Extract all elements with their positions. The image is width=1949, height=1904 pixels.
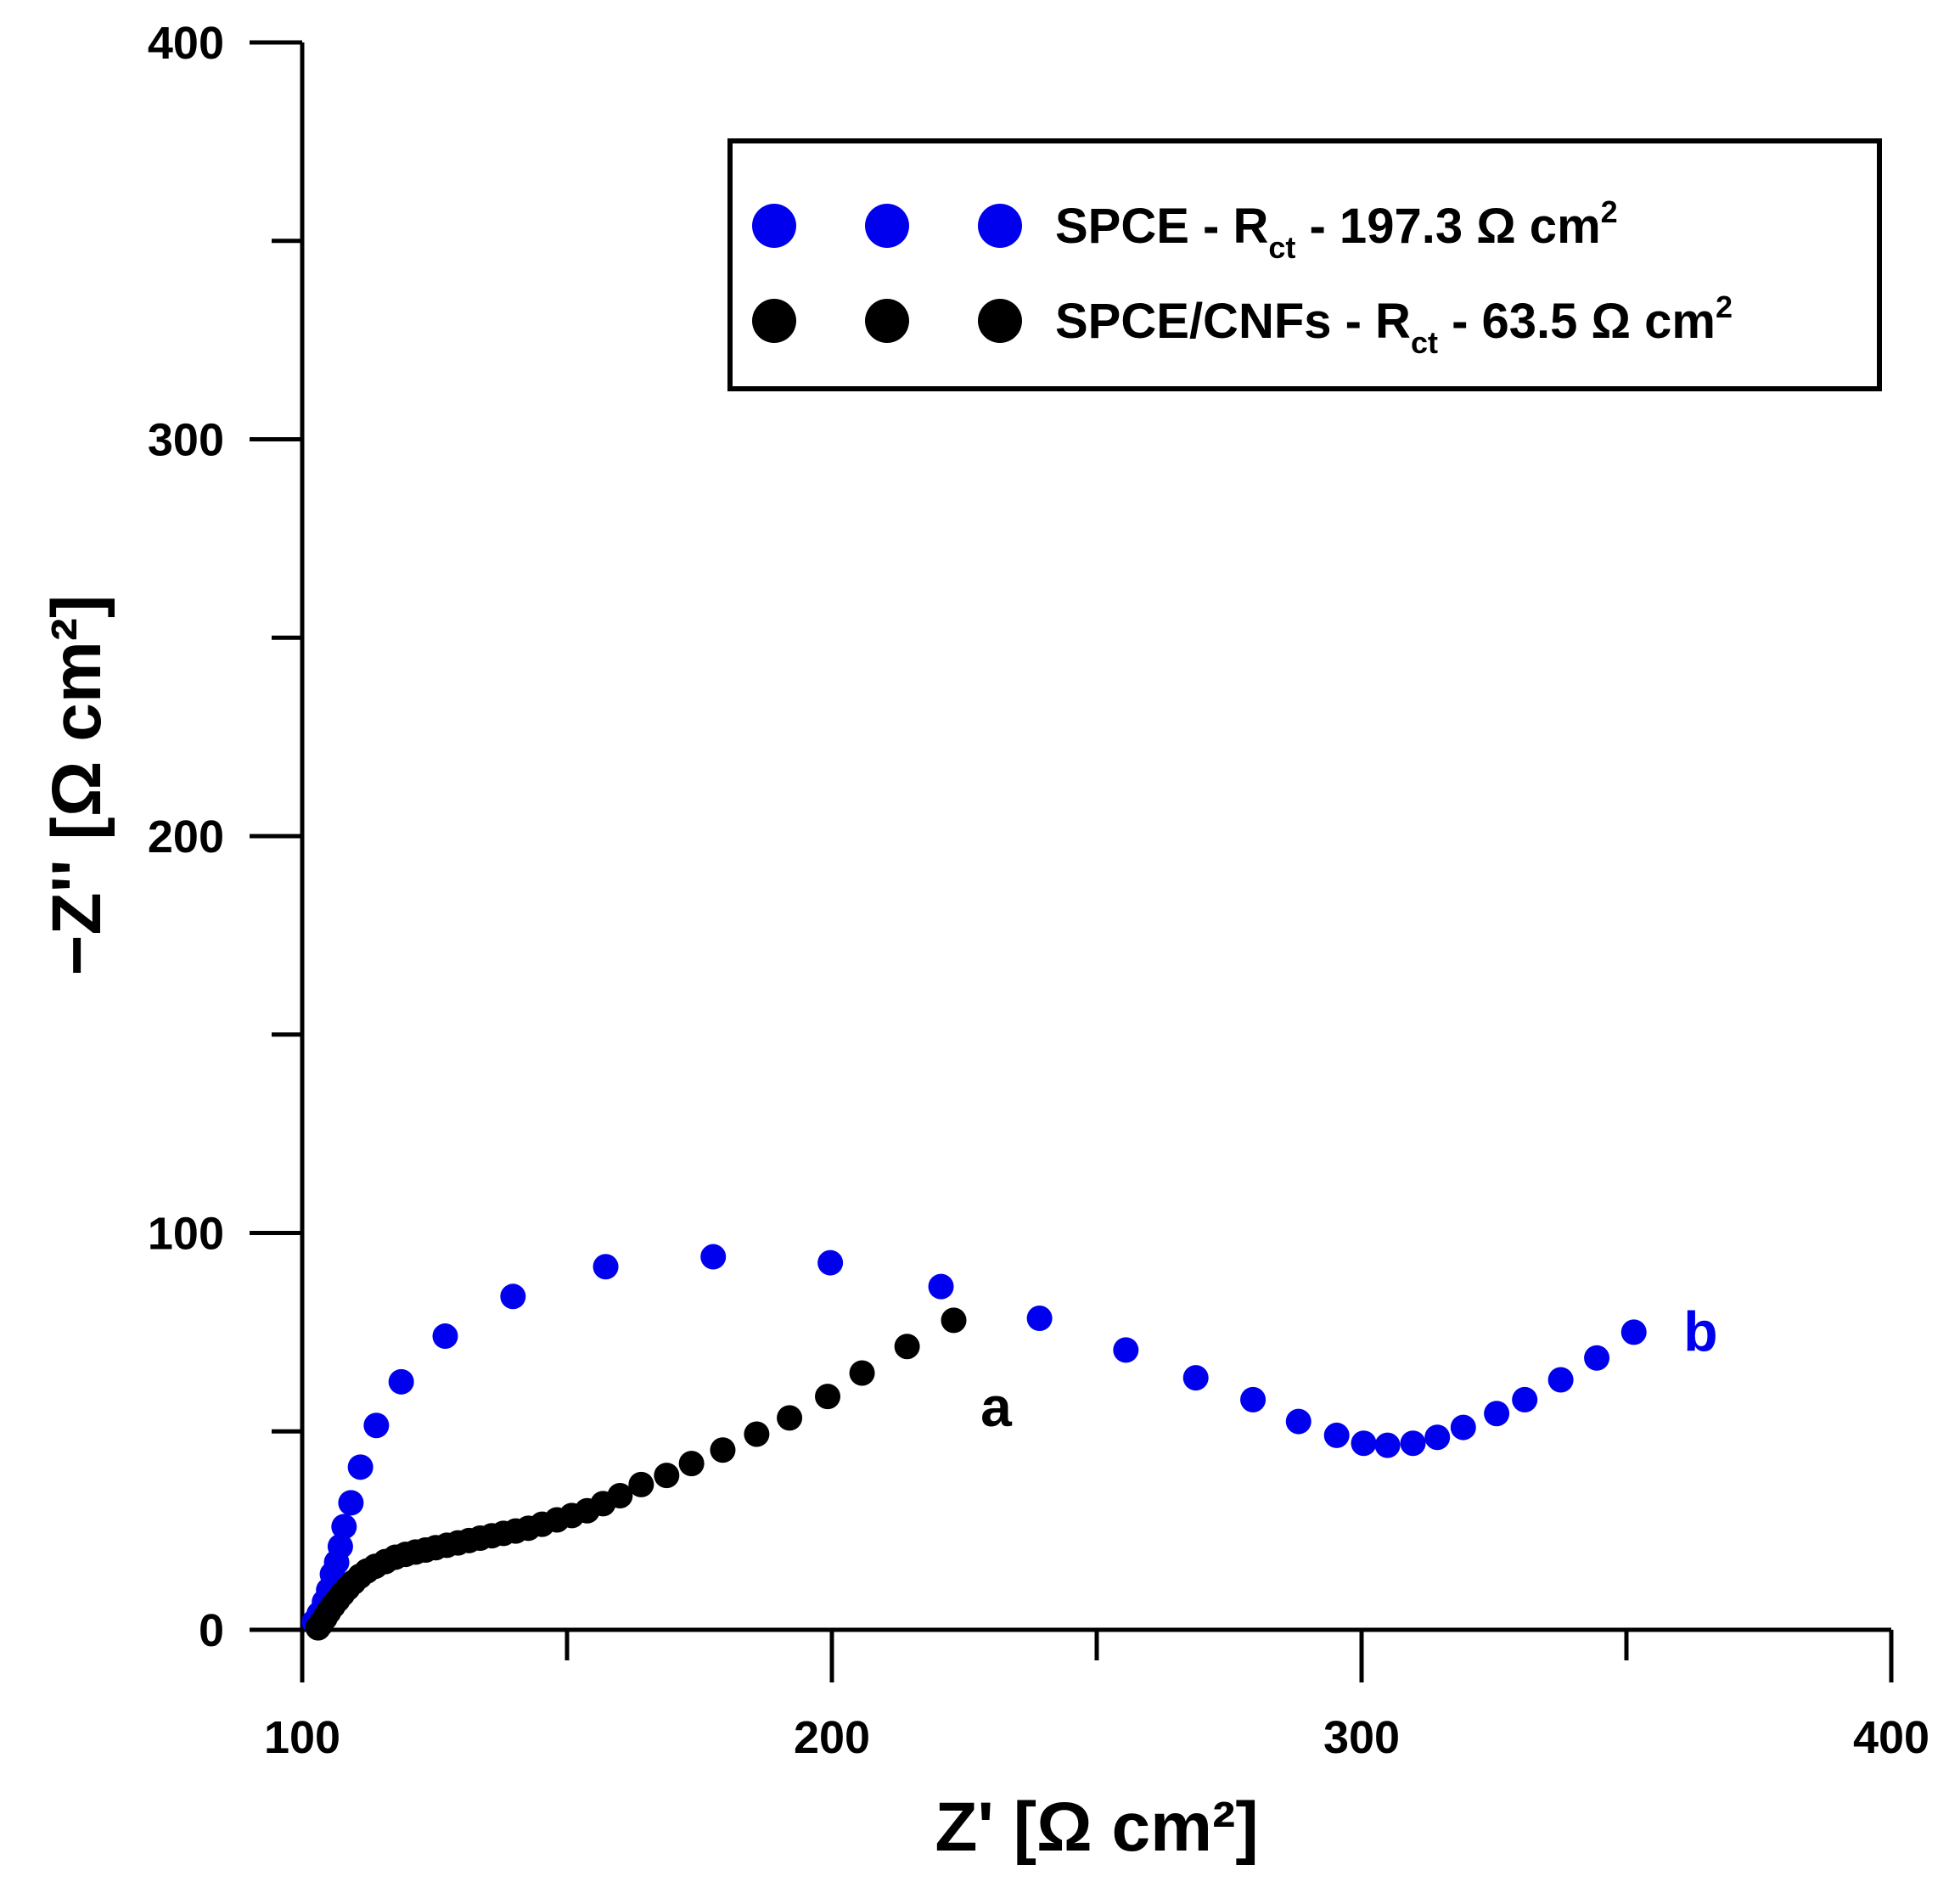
data-point xyxy=(1484,1401,1510,1427)
data-point xyxy=(607,1482,633,1508)
legend-entry: SPCE - Rct - 197.3 Ω cm2 xyxy=(752,194,1618,265)
legend: SPCE - Rct - 197.3 Ω cm2 SPCE/CNFs - Rct … xyxy=(727,138,1882,391)
x-tick-label: 100 xyxy=(264,1712,340,1763)
data-point xyxy=(1620,1319,1647,1345)
legend-marker xyxy=(978,204,1022,248)
data-point xyxy=(1450,1414,1476,1441)
data-point xyxy=(744,1421,770,1447)
legend-entry: SPCE/CNFs - Rct - 63.5 Ω cm2 xyxy=(752,289,1733,360)
curve-label-b: b xyxy=(1683,1300,1717,1362)
legend-marker xyxy=(978,299,1022,343)
data-point xyxy=(1400,1430,1426,1457)
data-point xyxy=(1182,1365,1209,1391)
data-point xyxy=(849,1360,875,1386)
data-marks xyxy=(301,1244,1647,1641)
data-point xyxy=(1424,1424,1451,1451)
data-point xyxy=(928,1273,954,1300)
data-point xyxy=(1323,1422,1350,1448)
data-point xyxy=(347,1454,374,1480)
data-point xyxy=(363,1413,390,1439)
data-point xyxy=(1285,1408,1312,1435)
data-point xyxy=(500,1283,526,1310)
data-point xyxy=(710,1437,736,1463)
x-tick-label: 300 xyxy=(1323,1712,1400,1763)
x-tick-label: 200 xyxy=(794,1712,870,1763)
data-point xyxy=(338,1490,364,1516)
data-point xyxy=(327,1533,353,1559)
y-tick-label: 300 xyxy=(148,415,224,466)
legend-marker xyxy=(752,204,796,248)
data-point xyxy=(894,1334,920,1360)
data-point xyxy=(1547,1367,1574,1393)
data-point xyxy=(593,1254,619,1280)
legend-marker xyxy=(752,299,796,343)
legend-box xyxy=(727,138,1882,391)
data-point xyxy=(1512,1386,1538,1413)
data-point xyxy=(941,1307,967,1334)
data-point xyxy=(432,1323,458,1350)
y-tick-label: 400 xyxy=(148,18,224,69)
y-tick-label: 100 xyxy=(148,1209,224,1260)
legend-label: SPCE - Rct - 197.3 Ω cm2 xyxy=(1055,194,1618,265)
data-point xyxy=(628,1471,654,1497)
data-point xyxy=(777,1405,803,1431)
data-point xyxy=(1240,1386,1267,1413)
data-point xyxy=(678,1451,705,1477)
x-tick-label: 400 xyxy=(1853,1712,1929,1763)
data-point xyxy=(815,1384,841,1410)
data-point xyxy=(1351,1430,1377,1457)
legend-label: SPCE/CNFs - Rct - 63.5 Ω cm2 xyxy=(1055,289,1733,360)
y-axis-title: −Z'' [Ω cm²] xyxy=(38,595,115,976)
series-spce-cnfs xyxy=(305,1307,967,1641)
data-point xyxy=(388,1368,414,1395)
axis-labels: Z' [Ω cm²] −Z'' [Ω cm²] a b xyxy=(38,595,1718,1866)
data-point xyxy=(654,1463,680,1489)
series-spce xyxy=(301,1244,1647,1635)
legend-marker xyxy=(865,299,909,343)
data-point xyxy=(1374,1432,1401,1458)
data-point xyxy=(331,1514,357,1540)
data-point xyxy=(1584,1345,1610,1371)
data-point xyxy=(1113,1337,1139,1363)
axes: 0 100 200 300 400 100 200 300 400 xyxy=(148,18,1929,1763)
y-tick-label: 0 xyxy=(199,1605,224,1656)
curve-label-a: a xyxy=(980,1375,1013,1438)
y-tick-label: 200 xyxy=(148,812,224,862)
x-axis-title: Z' [Ω cm²] xyxy=(935,1789,1258,1866)
legend-marker xyxy=(865,204,909,248)
data-point xyxy=(817,1250,844,1276)
data-point xyxy=(1026,1306,1053,1332)
data-point xyxy=(700,1244,727,1270)
